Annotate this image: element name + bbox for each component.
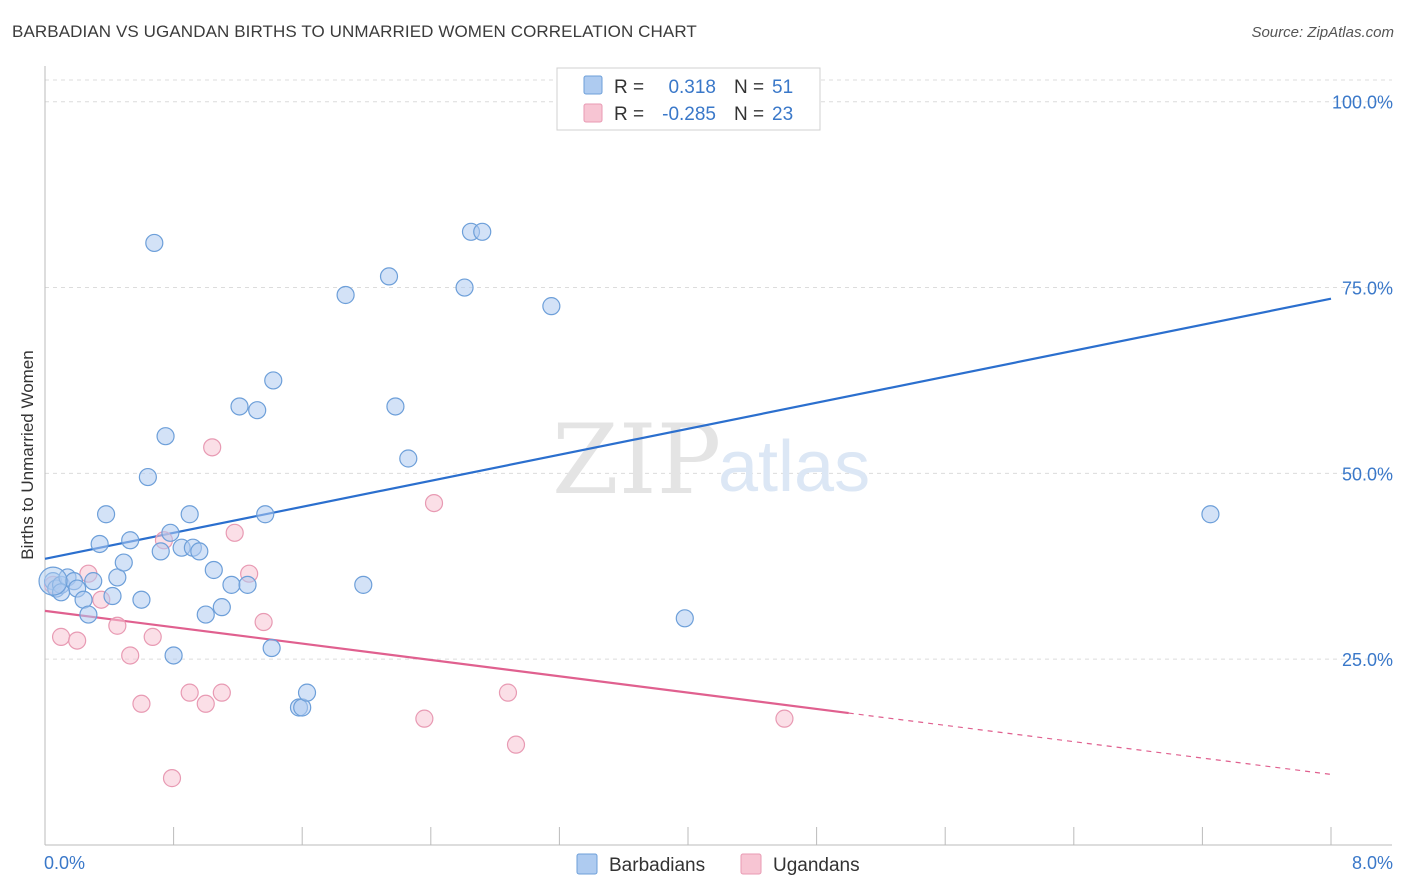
point-barbadians: [84, 572, 103, 591]
legend-n-value-2: 23: [772, 104, 793, 125]
point-ugandans: [415, 709, 434, 728]
correlation-legend: R = 0.318 N = 51 R = -0.285 N = 23: [556, 67, 821, 131]
y-tick-label: 100.0%: [1332, 93, 1393, 113]
point-barbadians: [238, 575, 257, 594]
point-barbadians: [230, 397, 249, 416]
point-barbadians: [121, 531, 140, 550]
y-tick-label: 50.0%: [1342, 464, 1393, 484]
point-barbadians: [212, 598, 231, 617]
data-points: [38, 222, 1220, 788]
series-legend: Barbadians Ugandans: [576, 853, 860, 876]
point-ugandans: [68, 631, 87, 650]
point-ugandans: [132, 694, 151, 713]
legend-r-value-1: 0.318: [668, 77, 716, 98]
point-barbadians: [1201, 505, 1220, 524]
legend-swatch-barbadians: [583, 75, 603, 95]
watermark: ZIP atlas: [552, 404, 870, 516]
point-barbadians: [455, 278, 474, 297]
x-tick-label-min: 0.0%: [44, 853, 85, 873]
y-tick-label: 25.0%: [1342, 650, 1393, 670]
point-barbadians: [79, 605, 98, 624]
x-tick-label-max: 8.0%: [1352, 853, 1393, 873]
point-ugandans: [506, 735, 526, 754]
point-ugandans: [424, 493, 444, 513]
point-ugandans: [121, 646, 140, 665]
point-barbadians: [180, 505, 199, 524]
watermark-zip: ZIP: [552, 404, 721, 516]
point-barbadians: [354, 575, 373, 594]
legend-r-value-2: -0.285: [662, 104, 716, 125]
legend-swatch-ugandans: [583, 103, 603, 123]
tick-labels: 25.0% 50.0% 75.0% 100.0% 0.0% 8.0%: [44, 93, 1393, 873]
point-barbadians: [336, 285, 355, 305]
point-barbadians: [297, 683, 317, 702]
watermark-atlas: atlas: [718, 427, 870, 507]
point-barbadians: [675, 609, 694, 628]
point-ugandans: [775, 709, 794, 728]
point-barbadians: [473, 222, 492, 241]
y-tick-label: 75.0%: [1342, 279, 1393, 299]
point-barbadians: [190, 542, 209, 561]
point-barbadians: [90, 534, 109, 554]
point-barbadians: [399, 449, 418, 468]
point-barbadians: [138, 467, 157, 487]
bottom-legend-swatch-barbadians: [576, 853, 598, 875]
point-barbadians: [164, 646, 183, 665]
point-ugandans: [143, 627, 162, 646]
y-axis-title: Births to Unmarried Women: [18, 350, 37, 559]
point-ugandans: [254, 612, 273, 632]
legend-n-label-2: N =: [734, 104, 764, 125]
point-barbadians: [161, 523, 180, 542]
point-barbadians: [103, 586, 122, 606]
source-label: Source: ZipAtlas.com: [1251, 24, 1394, 41]
trend-line-barbadians: [44, 297, 1332, 560]
point-ugandans: [196, 694, 215, 713]
legend-r-label-1: R =: [614, 77, 644, 98]
point-ugandans: [212, 683, 231, 702]
legend-r-label-2: R =: [614, 104, 644, 125]
point-barbadians: [114, 553, 133, 572]
point-barbadians: [248, 401, 267, 420]
point-ugandans: [203, 438, 222, 457]
point-barbadians: [264, 371, 283, 390]
trend-line-extension-ugandans: [848, 712, 1332, 775]
point-barbadians: [256, 505, 275, 524]
point-ugandans: [162, 769, 182, 788]
point-barbadians: [204, 560, 223, 580]
point-barbadians: [222, 575, 241, 594]
axes: [44, 66, 1392, 846]
bottom-legend-swatch-ugandans: [740, 853, 762, 875]
point-barbadians: [196, 605, 215, 624]
point-ugandans: [51, 627, 71, 646]
point-barbadians: [96, 505, 116, 524]
point-barbadians: [379, 267, 399, 286]
point-barbadians: [542, 297, 561, 316]
legend-n-label-1: N =: [734, 77, 764, 98]
point-barbadians: [386, 397, 405, 416]
point-barbadians: [145, 233, 164, 253]
point-barbadians: [262, 638, 281, 658]
point-ugandans: [225, 523, 244, 542]
chart-title: BARBADIAN VS UGANDAN BIRTHS TO UNMARRIED…: [12, 22, 697, 41]
bottom-legend-label-ugandans: Ugandans: [773, 855, 860, 876]
point-ugandans: [180, 683, 199, 702]
bottom-legend-label-barbadians: Barbadians: [609, 855, 705, 876]
point-cluster-barbadians: [38, 566, 68, 596]
point-ugandans: [108, 616, 127, 635]
point-barbadians: [151, 542, 170, 561]
point-barbadians: [132, 590, 151, 609]
legend-n-value-1: 51: [772, 77, 793, 98]
trend-line-ugandans: [44, 609, 849, 715]
point-barbadians: [156, 427, 175, 446]
point-ugandans: [498, 683, 518, 702]
